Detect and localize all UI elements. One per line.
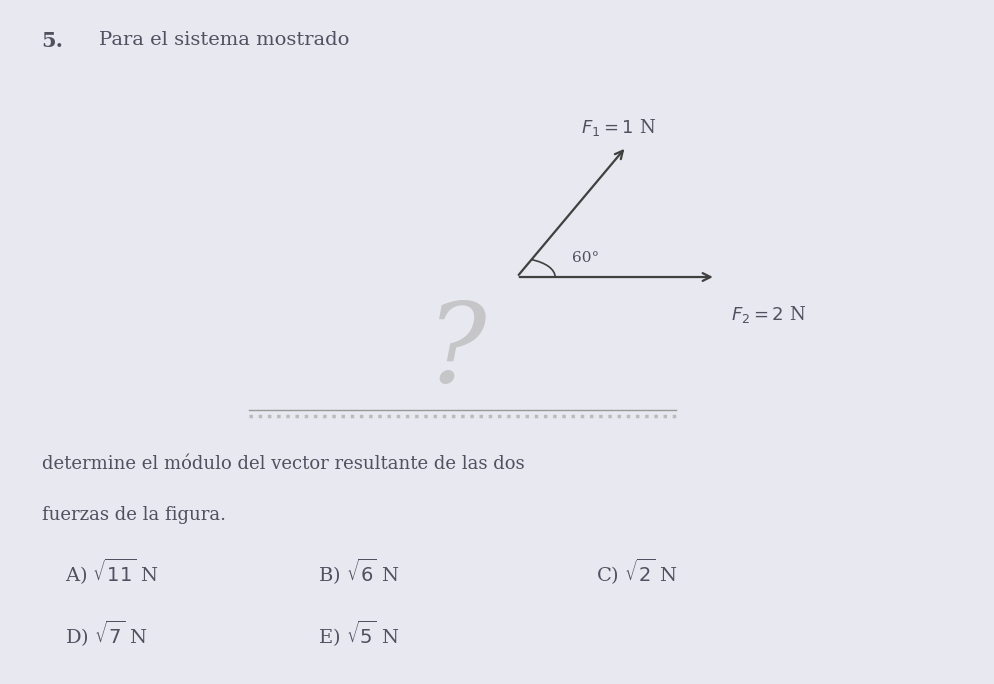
Text: A) $\sqrt{11}$ N: A) $\sqrt{11}$ N xyxy=(65,557,158,588)
Text: ?: ? xyxy=(427,298,487,405)
Text: $F_1=1$ N: $F_1=1$ N xyxy=(581,118,657,138)
Text: Para el sistema mostrado: Para el sistema mostrado xyxy=(99,31,350,49)
Text: C) $\sqrt{2}$ N: C) $\sqrt{2}$ N xyxy=(596,557,678,588)
Text: D) $\sqrt{7}$ N: D) $\sqrt{7}$ N xyxy=(65,619,147,649)
Text: E) $\sqrt{5}$ N: E) $\sqrt{5}$ N xyxy=(318,619,400,649)
Text: B) $\sqrt{6}$ N: B) $\sqrt{6}$ N xyxy=(318,557,400,588)
Text: 5.: 5. xyxy=(42,31,64,51)
Text: $F_2=2$ N: $F_2=2$ N xyxy=(731,304,806,326)
Text: fuerzas de la figura.: fuerzas de la figura. xyxy=(42,506,226,524)
Text: determine el módulo del vector resultante de las dos: determine el módulo del vector resultant… xyxy=(42,455,525,473)
Text: 60°: 60° xyxy=(572,251,598,265)
